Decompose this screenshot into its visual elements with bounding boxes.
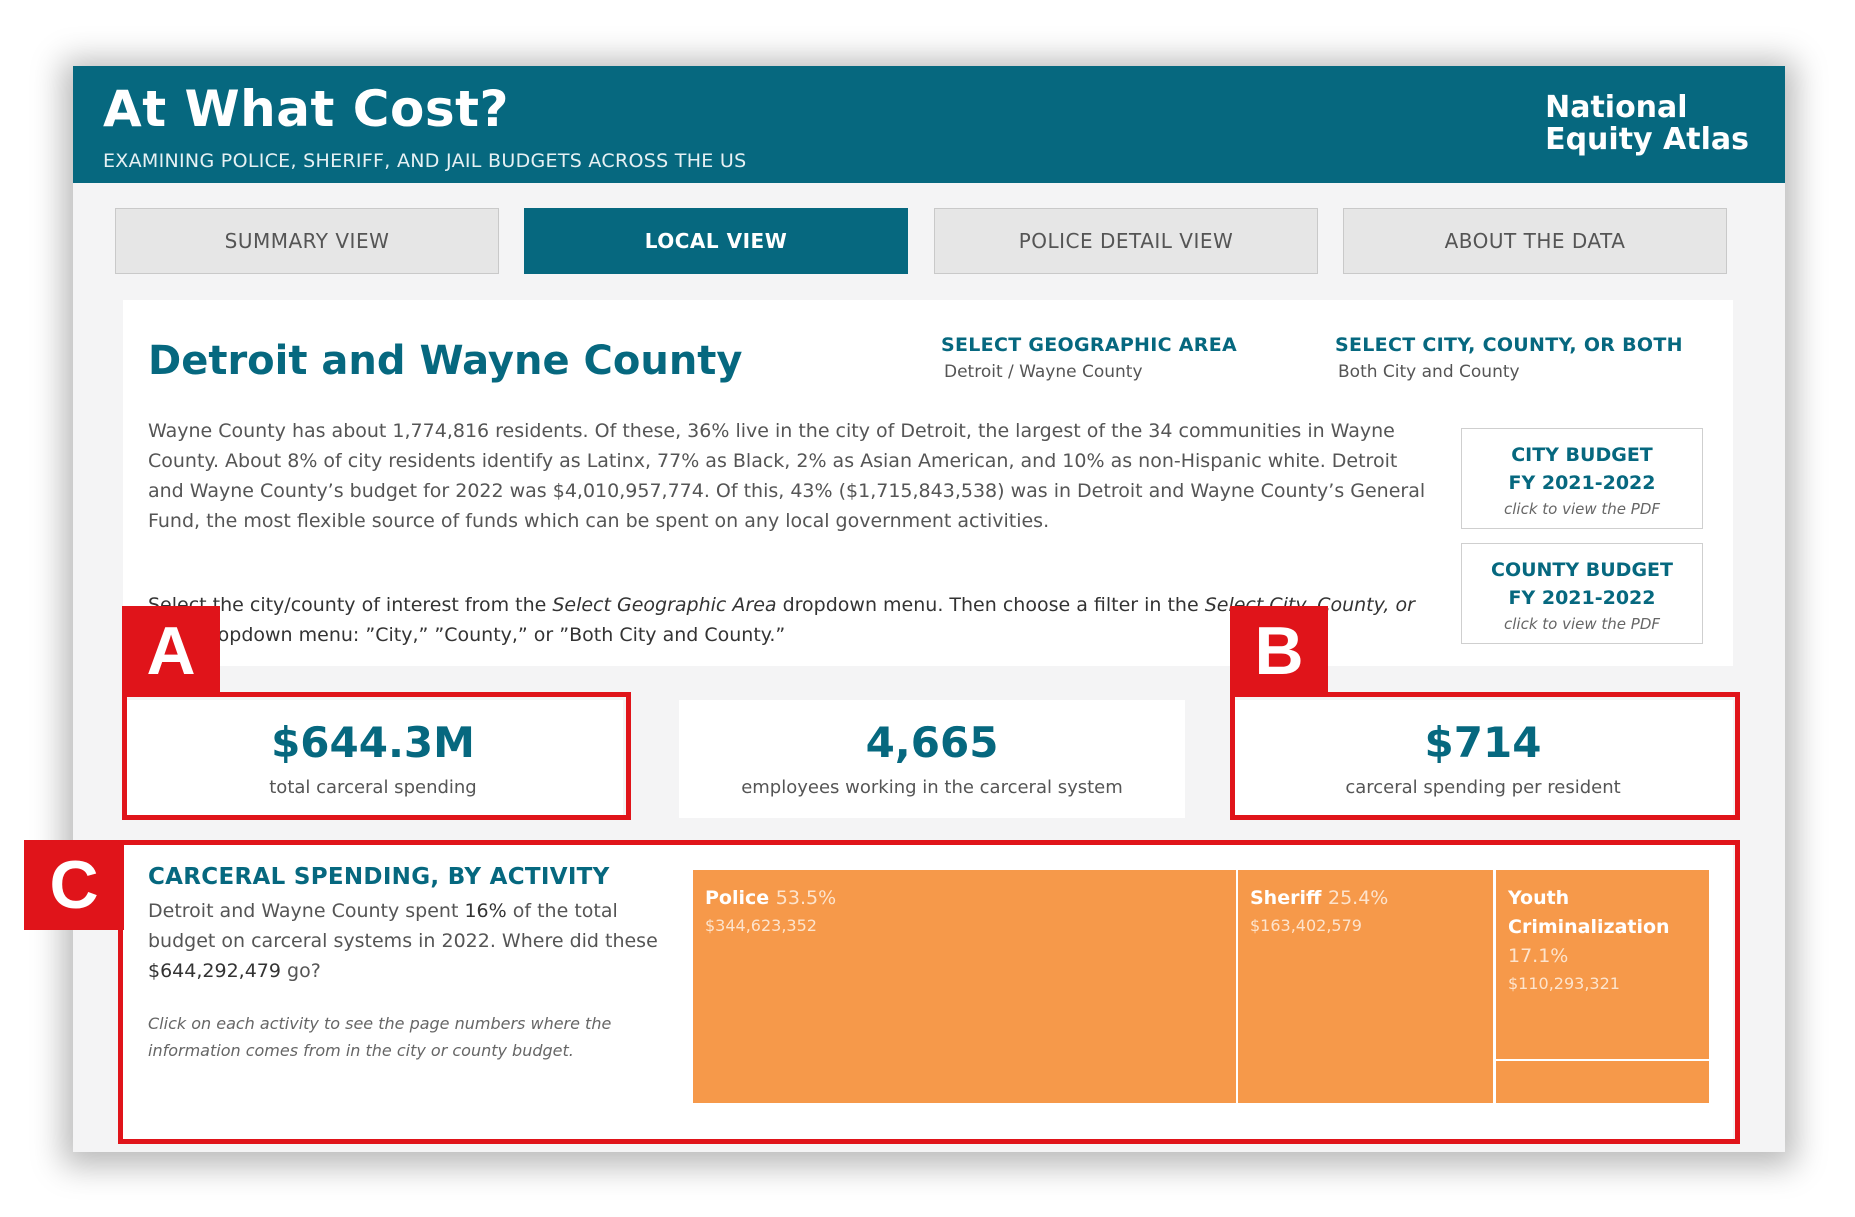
treemap-police-name: Police 53.5%: [705, 884, 836, 913]
geo-select-label: SELECT GEOGRAPHIC AREA: [941, 334, 1237, 356]
kpi-total-spending-value: $644.3M: [271, 718, 475, 767]
instructions-geo-ref: Select Geographic Area: [552, 594, 777, 616]
activity-desc-part-2: of the total budget on carceral systems …: [148, 900, 658, 952]
treemap-youth-label-1: Youth: [1508, 887, 1570, 909]
county-budget-button[interactable]: COUNTY BUDGET FY 2021-2022 click to view…: [1461, 543, 1703, 644]
filter-select-label: SELECT CITY, COUNTY, OR BOTH: [1335, 334, 1683, 356]
treemap-cell-youth-criminalization[interactable]: Youth Criminalization 17.1% $110,293,321: [1496, 870, 1709, 1059]
instructions-part-3: dropdown menu: ”City,” ”County,” or ”Bot…: [192, 624, 786, 646]
filter-select-dropdown[interactable]: Both City and County: [1338, 362, 1520, 382]
kpi-employees-value: 4,665: [865, 718, 999, 767]
place-title: Detroit and Wayne County: [148, 338, 743, 384]
brand-line-1: National: [1545, 90, 1688, 125]
instructions-text: Select the city/county of interest from …: [148, 590, 1438, 650]
place-panel: Detroit and Wayne County SELECT GEOGRAPH…: [123, 300, 1733, 666]
city-budget-year: FY 2021-2022: [1508, 472, 1656, 494]
treemap-police-label: Police: [705, 887, 770, 909]
kpi-employees-label: employees working in the carceral system: [741, 777, 1123, 798]
kpi-total-spending-label: total carceral spending: [269, 777, 477, 798]
place-intro-text: Wayne County has about 1,774,816 residen…: [148, 420, 1426, 532]
instructions-part-2: dropdown menu. Then choose a filter in t…: [776, 594, 1205, 616]
city-budget-hint: click to view the PDF: [1503, 500, 1661, 518]
county-budget-year: FY 2021-2022: [1508, 587, 1656, 609]
tab-police-detail-view[interactable]: POLICE DETAIL VIEW: [934, 208, 1318, 274]
annotation-label-a: A: [122, 606, 220, 697]
activity-title: CARCERAL SPENDING, BY ACTIVITY: [148, 864, 610, 890]
treemap-police-amount: $344,623,352: [705, 916, 817, 935]
treemap-sheriff-pct: 25.4%: [1328, 887, 1389, 909]
geo-select-dropdown[interactable]: Detroit / Wayne County: [944, 362, 1143, 382]
kpi-per-resident-value: $714: [1424, 718, 1542, 767]
activity-desc-pct: 16%: [464, 900, 507, 922]
tab-about-the-data[interactable]: ABOUT THE DATA: [1343, 208, 1727, 274]
brand-line-2: Equity Atlas: [1545, 122, 1749, 157]
treemap-sheriff-label: Sheriff: [1250, 887, 1322, 909]
treemap-cell-sheriff[interactable]: Sheriff 25.4% $163,402,579: [1238, 870, 1493, 1103]
city-budget-title: CITY BUDGET: [1511, 444, 1653, 466]
treemap-youth-label-2: Criminalization: [1508, 916, 1670, 938]
kpi-employees: 4,665 employees working in the carceral …: [679, 700, 1185, 818]
dashboard-frame: At What Cost? EXAMINING POLICE, SHERIFF,…: [73, 66, 1785, 1152]
activity-desc-part-1: Detroit and Wayne County spent: [148, 900, 465, 922]
kpi-per-resident-label: carceral spending per resident: [1345, 777, 1621, 798]
county-budget-hint: click to view the PDF: [1503, 615, 1661, 633]
app-title: At What Cost?: [103, 80, 510, 138]
treemap-youth-pct: 17.1%: [1508, 945, 1569, 967]
kpi-per-resident: $714 carceral spending per resident: [1233, 700, 1733, 818]
city-budget-button[interactable]: CITY BUDGET FY 2021-2022 click to view t…: [1461, 428, 1703, 529]
treemap-cell-police[interactable]: Police 53.5% $344,623,352: [693, 870, 1236, 1103]
activity-desc-part-3: go?: [280, 960, 321, 982]
tab-local-view[interactable]: LOCAL VIEW: [524, 208, 908, 274]
activity-note: Click on each activity to see the page n…: [148, 1014, 612, 1060]
treemap-police-pct: 53.5%: [775, 887, 837, 909]
activity-desc-total: $644,292,479: [148, 960, 281, 982]
treemap-sheriff-name: Sheriff 25.4%: [1250, 884, 1388, 913]
tab-summary-view[interactable]: SUMMARY VIEW: [115, 208, 499, 274]
treemap-youth-name: Youth Criminalization 17.1%: [1508, 884, 1670, 971]
treemap-sheriff-amount: $163,402,579: [1250, 916, 1362, 935]
instructions-part-1: Select the city/county of interest from …: [148, 594, 553, 616]
app-subtitle: EXAMINING POLICE, SHERIFF, AND JAIL BUDG…: [103, 150, 747, 172]
activity-description: Detroit and Wayne County spent 16% of th…: [148, 896, 668, 986]
county-budget-title: COUNTY BUDGET: [1491, 559, 1673, 581]
treemap-youth-amount: $110,293,321: [1508, 974, 1620, 993]
annotation-label-c: C: [24, 840, 124, 930]
brand-logo[interactable]: National Equity Atlas: [1545, 92, 1749, 156]
activity-section: CARCERAL SPENDING, BY ACTIVITY Detroit a…: [123, 842, 1733, 1140]
header-bar: At What Cost? EXAMINING POLICE, SHERIFF,…: [73, 66, 1785, 183]
treemap-cell-other[interactable]: [1496, 1061, 1709, 1103]
annotation-label-b: B: [1230, 606, 1328, 697]
kpi-total-spending: $644.3M total carceral spending: [123, 700, 623, 818]
